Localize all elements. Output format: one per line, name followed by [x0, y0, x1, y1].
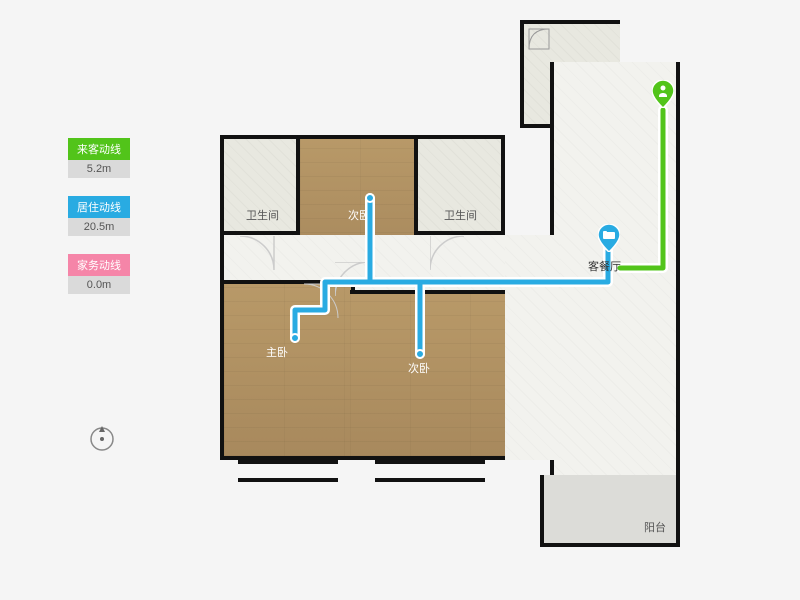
room-balcony: 阳台: [540, 475, 680, 547]
legend: 来客动线 5.2m 居住动线 20.5m 家务动线 0.0m: [68, 138, 130, 312]
room-master: 主卧: [220, 280, 355, 460]
room-balcony-label: 阳台: [644, 519, 666, 535]
floor-plan: 厨房 卫生间 次卧 卫生间 主卧 次卧 阳台: [220, 20, 680, 560]
pin-entry: [652, 80, 674, 108]
legend-item-chore: 家务动线 0.0m: [68, 254, 130, 294]
window-rail-left: [238, 460, 338, 484]
room-bed2b: 次卧: [350, 290, 510, 460]
room-living-ext: [505, 235, 560, 460]
room-bath1: 卫生间: [220, 135, 300, 235]
room-bath2-label: 卫生间: [444, 207, 477, 223]
legend-guest-value: 5.2m: [68, 160, 130, 178]
legend-item-living: 居住动线 20.5m: [68, 196, 130, 236]
legend-item-guest: 来客动线 5.2m: [68, 138, 130, 178]
room-living: [550, 62, 680, 512]
room-bed2a-label: 次卧: [348, 207, 370, 223]
room-bath1-label: 卫生间: [246, 207, 279, 223]
room-bed2b-label: 次卧: [408, 360, 430, 376]
window-rail-mid: [375, 460, 485, 484]
legend-living-label: 居住动线: [68, 196, 130, 218]
compass-icon: [88, 425, 116, 453]
room-master-label: 主卧: [266, 344, 288, 360]
room-living-label: 客餐厅: [588, 258, 621, 274]
legend-chore-label: 家务动线: [68, 254, 130, 276]
pin-living: [598, 224, 620, 252]
legend-living-value: 20.5m: [68, 218, 130, 236]
legend-guest-label: 来客动线: [68, 138, 130, 160]
room-bath2: 卫生间: [418, 135, 505, 235]
legend-chore-value: 0.0m: [68, 276, 130, 294]
